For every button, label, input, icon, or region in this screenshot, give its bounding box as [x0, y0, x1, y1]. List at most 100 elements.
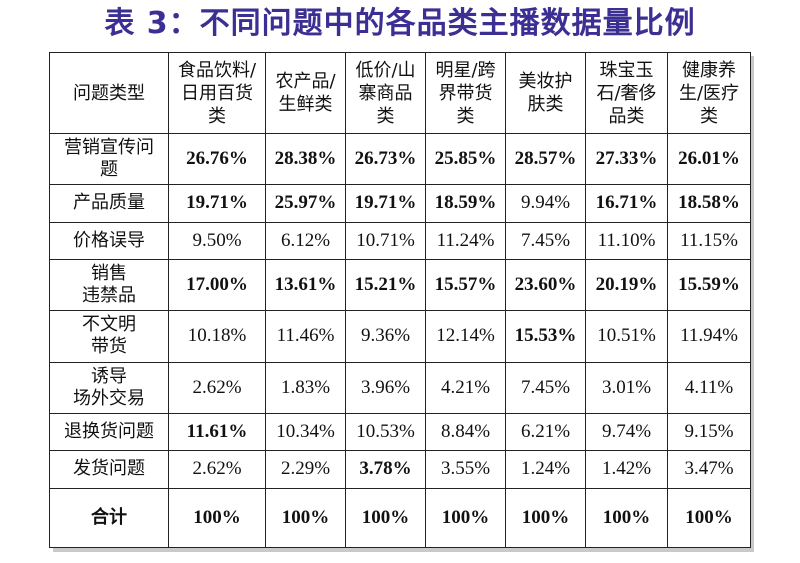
page-title: 表 3：不同问题中的各品类主播数据量比例 — [104, 6, 696, 41]
table-cell: 3.01% — [585, 361, 668, 414]
row-label: 退换货问题 — [49, 412, 169, 452]
table-cell: 15.21% — [345, 258, 426, 312]
table-row: 销售 违禁品 17.00% 13.61% 15.21% 15.57% 23.60% 20.19… — [49, 258, 751, 312]
table-cell: 2.62% — [168, 450, 266, 489]
table-body: 营销宣传问题 26.76% 28.38% 26.73% 25.85% 28.57% 27.3… — [49, 132, 751, 548]
header-line: 类 — [456, 105, 475, 127]
table-cell: 11.15% — [667, 221, 751, 260]
table-cell: 1.42% — [585, 450, 668, 489]
header-line: 农产品/ — [275, 71, 336, 92]
table-cell: 10.34% — [265, 412, 346, 452]
header-line: 食品饮料/ — [177, 59, 257, 81]
row-label: 合计 — [49, 487, 169, 548]
table-cell: 3.96% — [345, 361, 426, 414]
header-line: 肤类 — [527, 94, 564, 115]
table-cell: 16.71% — [585, 184, 668, 223]
row-label-line: 不文明 — [82, 314, 136, 336]
table-cell: 28.57% — [505, 132, 586, 186]
header-line: 健康养 — [682, 59, 736, 81]
table-row: 不文明 带货 10.18% 11.46% 9.36% 12.14% 15.53% 10.51%… — [49, 310, 751, 363]
header-line: 石/奢侈 — [596, 82, 657, 104]
row-label: 价格误导 — [49, 221, 169, 260]
header-line: 类 — [208, 105, 226, 127]
table-row: 营销宣传问题 26.76% 28.38% 26.73% 25.85% 28.57% 27.3… — [49, 132, 751, 186]
row-label-line: 发货问题 — [73, 458, 145, 480]
table-cell: 2.29% — [265, 450, 346, 489]
column-header: 美妆护 肤类 — [505, 52, 586, 134]
table-cell: 100% — [505, 487, 586, 548]
table-cell: 100% — [425, 487, 506, 548]
table-cell: 23.60% — [505, 258, 586, 312]
row-label-line: 退换货问题 — [64, 421, 154, 443]
table-cell: 12.14% — [425, 310, 506, 363]
row-label-line: 产品质量 — [73, 192, 145, 214]
row-label-line: 合计 — [91, 506, 127, 528]
header-line: 界带货 — [438, 82, 493, 104]
table-cell: 4.21% — [425, 361, 506, 414]
row-label: 诱导 场外交易 — [49, 361, 169, 414]
header-line: 明星/跨 — [435, 59, 496, 81]
table-cell: 26.73% — [345, 132, 426, 186]
table-cell: 15.57% — [425, 258, 506, 312]
column-header: 明星/跨 界带货类 — [425, 52, 506, 134]
table-cell: 11.61% — [168, 412, 266, 452]
table-cell: 9.50% — [168, 221, 266, 260]
row-label-line: 营销宣传问 — [64, 137, 154, 159]
table-cell: 7.45% — [505, 361, 586, 414]
table-cell: 10.53% — [345, 412, 426, 452]
row-label-line: 诱导 — [91, 365, 127, 387]
table-cell: 25.85% — [425, 132, 506, 186]
row-label-line: 销售 — [91, 263, 127, 285]
table-row: 价格误导 9.50% 6.12% 10.71% 11.24% 7.45% 11.10% 11.… — [49, 221, 751, 260]
row-label: 产品质量 — [49, 184, 169, 223]
header-line: 低价/山 — [355, 59, 416, 81]
table-cell: 19.71% — [345, 184, 426, 223]
header-line: 美妆护 — [518, 71, 573, 92]
table-cell: 1.83% — [265, 361, 346, 414]
header-line: 问题类型 — [73, 82, 145, 104]
row-label-line: 题 — [100, 159, 118, 181]
column-header: 低价/山 寨商品类 — [345, 52, 426, 134]
row-label-line: 场外交易 — [73, 387, 145, 409]
table-cell: 6.12% — [265, 221, 346, 260]
table-cell: 7.45% — [505, 221, 586, 260]
row-label: 营销宣传问题 — [49, 132, 169, 186]
table-cell: 19.71% — [168, 184, 266, 223]
header-line: 生鲜类 — [278, 94, 333, 115]
table-cell: 9.74% — [585, 412, 668, 452]
column-header: 农产品/生鲜类 — [265, 52, 346, 134]
header-line: 日用百货 — [181, 82, 253, 104]
table-row: 退换货问题 11.61% 10.34% 10.53% 8.84% 6.21% 9.74% 9.… — [49, 412, 751, 452]
column-header: 健康养 生/医疗类 — [667, 52, 751, 134]
table-cell: 11.94% — [667, 310, 751, 363]
table-cell: 25.97% — [265, 184, 346, 223]
table-row: 诱导 场外交易 2.62% 1.83% 3.96% 4.21% 7.45% 3.01% 4.11… — [49, 361, 751, 414]
table-cell: 8.84% — [425, 412, 506, 452]
row-label-line: 违禁品 — [82, 285, 136, 307]
table-cell: 100% — [585, 487, 668, 548]
table-cell: 4.11% — [667, 361, 751, 414]
table-cell: 3.78% — [345, 450, 426, 489]
table-cell: 10.71% — [345, 221, 426, 260]
row-label: 发货问题 — [49, 450, 169, 489]
header-row: 问题类型 食品饮料/日用百货类 农产品/生鲜类 低价/山 寨商品类 明星/跨 界带货… — [49, 52, 751, 134]
table-cell: 20.19% — [585, 258, 668, 312]
table-cell: 10.18% — [168, 310, 266, 363]
header-corner: 问题类型 — [49, 52, 169, 134]
table-cell: 11.46% — [265, 310, 346, 363]
table-cell: 1.24% — [505, 450, 586, 489]
table-cell: 100% — [345, 487, 426, 548]
table-cell: 9.15% — [667, 412, 751, 452]
table-cell: 2.62% — [168, 361, 266, 414]
table-cell: 15.53% — [505, 310, 586, 363]
table-cell: 17.00% — [168, 258, 266, 312]
table-cell: 100% — [265, 487, 346, 548]
row-label-line: 带货 — [91, 336, 127, 358]
table-cell: 3.55% — [425, 450, 506, 489]
table-cell: 9.36% — [345, 310, 426, 363]
table-cell: 9.94% — [505, 184, 586, 223]
header-line: 类 — [700, 105, 718, 127]
table-cell: 6.21% — [505, 412, 586, 452]
table-cell: 15.59% — [667, 258, 751, 312]
table-cell: 13.61% — [265, 258, 346, 312]
